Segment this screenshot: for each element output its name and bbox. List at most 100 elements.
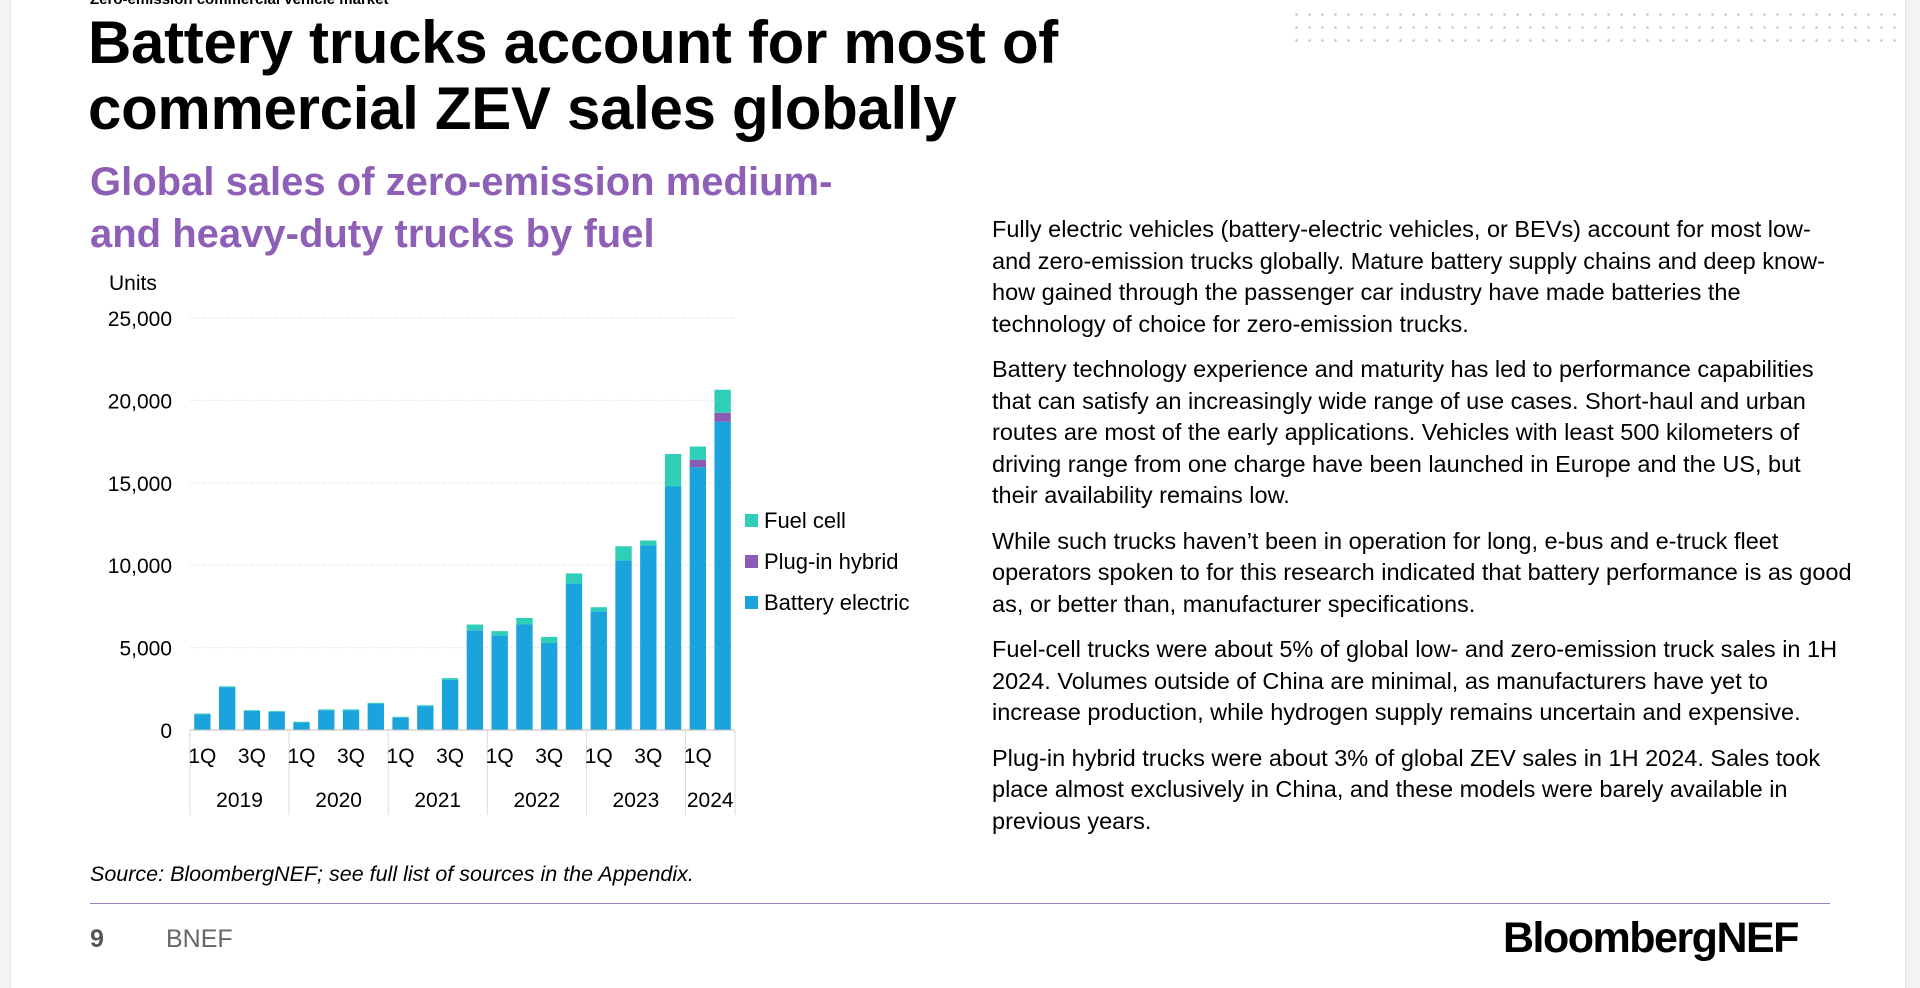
bar-segment [664, 486, 682, 730]
x-tick-label: 1Q [287, 745, 315, 768]
source-note: Source: BloombergNEF; see full list of s… [90, 862, 694, 886]
year-label: 2021 [414, 789, 461, 812]
legend-swatch-battery-electric [745, 596, 758, 609]
bar-segment [640, 540, 657, 546]
legend-item-fuel-cell: Fuel cell [745, 500, 910, 541]
commentary-text: Fully electric vehicles (battery-electri… [992, 214, 1852, 851]
bar-segment [640, 545, 657, 730]
chart-title: Global sales of zero-emission medium- an… [90, 156, 832, 260]
section-label: Zero-emission commercial vehicle market [90, 0, 388, 8]
bar-segment [342, 710, 360, 730]
y-tick-label: 20,000 [108, 390, 172, 413]
decorative-dot-pattern [1290, 8, 1905, 48]
bar-segment [268, 711, 285, 712]
bar-segment [243, 711, 261, 730]
bar-segment [590, 611, 607, 730]
y-axis-label: Units [109, 272, 157, 295]
bar-segment [541, 636, 558, 643]
legend-item-battery-electric: Battery electric [745, 582, 910, 623]
bar-segment [367, 703, 384, 730]
paragraph-2: Battery technology experience and maturi… [992, 356, 1814, 508]
bar-segment [714, 412, 731, 422]
paragraph-5: Plug-in hybrid trucks were about 3% of g… [992, 744, 1821, 834]
chart-legend: Fuel cell Plug-in hybrid Battery electri… [745, 500, 910, 623]
y-tick-label: 0 [160, 720, 172, 743]
page-number: 9 [90, 925, 104, 953]
bar-segment [565, 583, 583, 730]
year-label: 2020 [315, 789, 362, 812]
bar-segment [615, 546, 632, 561]
year-label: 2022 [513, 789, 560, 812]
x-tick-label: 3Q [634, 745, 662, 768]
bar-segment [516, 624, 533, 730]
y-tick-label: 5,000 [119, 638, 172, 661]
year-label: 2024 [687, 789, 734, 812]
legend-label-battery-electric: Battery electric [764, 589, 910, 615]
bar-chart: 0 5,000 10,000 15,000 20,000 25,000 1Q 3Q 1Q 3Q 1Q… [108, 308, 736, 815]
bar-segment [664, 453, 682, 487]
legend-swatch-fuel-cell [745, 514, 758, 527]
bar-segment [318, 710, 335, 730]
x-tick-label: 3Q [337, 745, 365, 768]
bar-segment [491, 631, 508, 636]
year-label: 2019 [216, 789, 263, 812]
slide-title-line-2: commercial ZEV sales globally [88, 75, 957, 142]
x-tick-label: 1Q [486, 745, 514, 768]
chart-title-line-2: and heavy-duty trucks by fuel [90, 212, 655, 256]
bar-segment [194, 714, 211, 730]
paragraph-1: Fully electric vehicles (battery-electri… [992, 216, 1825, 337]
bar-segment [565, 573, 583, 584]
bar-segment [194, 713, 211, 715]
y-tick-label: 15,000 [108, 473, 172, 496]
bar-segment [714, 421, 731, 730]
bar-segment [392, 716, 409, 718]
bar-segment [342, 709, 360, 711]
bar-segment [541, 642, 558, 730]
bar-segment [441, 678, 459, 680]
x-tick-label: 1Q [684, 745, 712, 768]
chart-title-line-1: Global sales of zero-emission medium- [90, 160, 833, 204]
bar-segment [441, 679, 459, 730]
footer-brand: BNEF [166, 925, 233, 953]
window-right-edge [1905, 0, 1920, 988]
bar-segment [516, 617, 533, 625]
bar-segment [392, 717, 409, 730]
bar-segment [689, 459, 707, 468]
x-tick-label: 1Q [387, 745, 415, 768]
footer-divider [90, 903, 1830, 904]
bar-segment [268, 711, 285, 730]
y-tick-label: 25,000 [108, 308, 172, 331]
x-tick-label: 3Q [238, 745, 266, 768]
x-tick-label: 3Q [535, 745, 563, 768]
paragraph-4: Fuel-cell trucks were about 5% of global… [992, 636, 1838, 725]
bar-segment [689, 467, 707, 730]
bar-segment [491, 635, 508, 730]
bar-segment [243, 710, 261, 712]
legend-swatch-plug-in-hybrid [745, 555, 758, 568]
legend-label-plug-in-hybrid: Plug-in hybrid [764, 548, 899, 574]
bar-segment [367, 702, 384, 704]
window-left-edge [0, 0, 11, 988]
bar-segment [689, 446, 707, 460]
bar-segment [466, 630, 484, 730]
paragraph-3: While such trucks haven’t been in operat… [992, 527, 1852, 617]
slide-title: Battery trucks account for most of comme… [88, 10, 1058, 142]
bar-segment [293, 722, 310, 730]
x-tick-label: 1Q [188, 745, 216, 768]
x-tick-label: 1Q [585, 745, 613, 768]
legend-label-fuel-cell: Fuel cell [764, 507, 846, 533]
x-tick-label: 3Q [436, 745, 464, 768]
bar-segment [615, 560, 632, 730]
bar-segment [218, 686, 236, 688]
bar-segment [590, 607, 607, 612]
bar-segment [417, 706, 434, 730]
slide-title-line-1: Battery trucks account for most of [88, 9, 1058, 76]
bar-segment [714, 389, 731, 413]
bar-segment [293, 721, 310, 723]
bar-segment [218, 687, 236, 730]
year-label: 2023 [613, 789, 660, 812]
bar-segment [318, 709, 335, 711]
bar-segment [466, 624, 484, 631]
bar-segment [417, 705, 434, 707]
legend-item-plug-in-hybrid: Plug-in hybrid [745, 541, 910, 582]
